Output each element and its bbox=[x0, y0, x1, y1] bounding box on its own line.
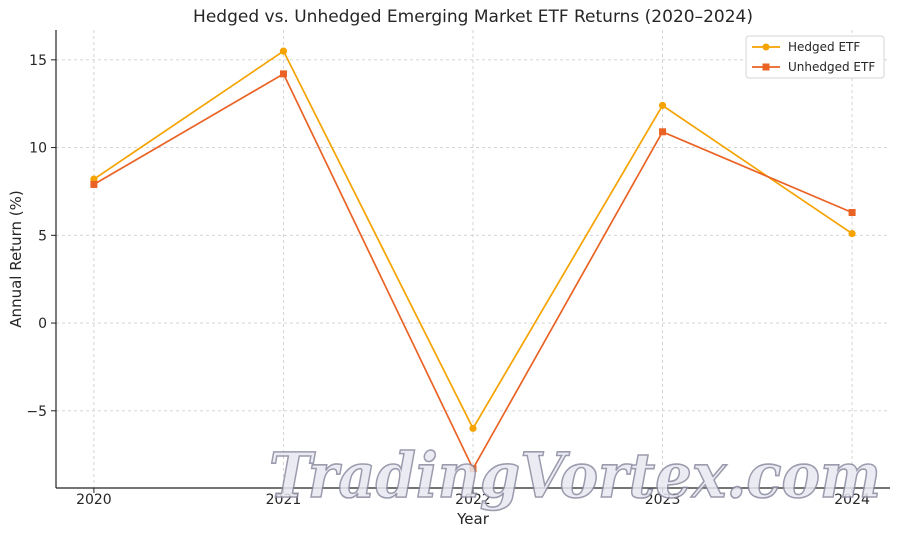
data-point-hedged bbox=[469, 424, 477, 432]
legend-marker-unhedged bbox=[762, 63, 770, 71]
data-point-hedged bbox=[848, 229, 856, 238]
x-tick-label: 2021 bbox=[266, 492, 302, 508]
chart-title: Hedged vs. Unhedged Emerging Market ETF … bbox=[193, 7, 753, 27]
data-point-hedged bbox=[658, 101, 667, 110]
data-point-unhedged bbox=[90, 180, 98, 188]
x-tick-label: 2023 bbox=[645, 492, 681, 508]
data-point-unhedged bbox=[279, 70, 287, 78]
y-axis-label: Annual Return (%) bbox=[7, 190, 25, 327]
x-tick-label: 2022 bbox=[455, 492, 491, 508]
legend-marker-hedged bbox=[762, 43, 770, 51]
series-layer bbox=[90, 47, 856, 473]
grid bbox=[56, 30, 890, 488]
legend-box bbox=[745, 35, 885, 79]
y-tick-label: 15 bbox=[29, 53, 47, 69]
legend: Hedged ETF Unhedged ETF bbox=[745, 35, 885, 79]
watermark-logo: TradingVortex.com bbox=[269, 439, 881, 512]
y-tick-label: 5 bbox=[38, 228, 47, 244]
x-tick-label: 2020 bbox=[76, 492, 112, 508]
legend-label-unhedged: Unhedged ETF bbox=[788, 60, 875, 74]
ticks: −5 0 5 10 15 2020 2021 2022 2023 2024 bbox=[26, 53, 870, 508]
y-tick-label: −5 bbox=[26, 404, 47, 420]
y-tick-label: 10 bbox=[29, 141, 47, 157]
data-point-unhedged bbox=[848, 208, 856, 216]
data-point-unhedged bbox=[469, 465, 477, 473]
data-point-unhedged bbox=[659, 128, 667, 136]
y-tick-label: 0 bbox=[38, 316, 47, 332]
legend-label-hedged: Hedged ETF bbox=[788, 40, 860, 54]
data-point-hedged bbox=[279, 47, 288, 55]
x-axis-label: Year bbox=[456, 510, 490, 528]
x-tick-label: 2024 bbox=[834, 492, 870, 508]
series-line-hedged bbox=[93, 49, 853, 431]
